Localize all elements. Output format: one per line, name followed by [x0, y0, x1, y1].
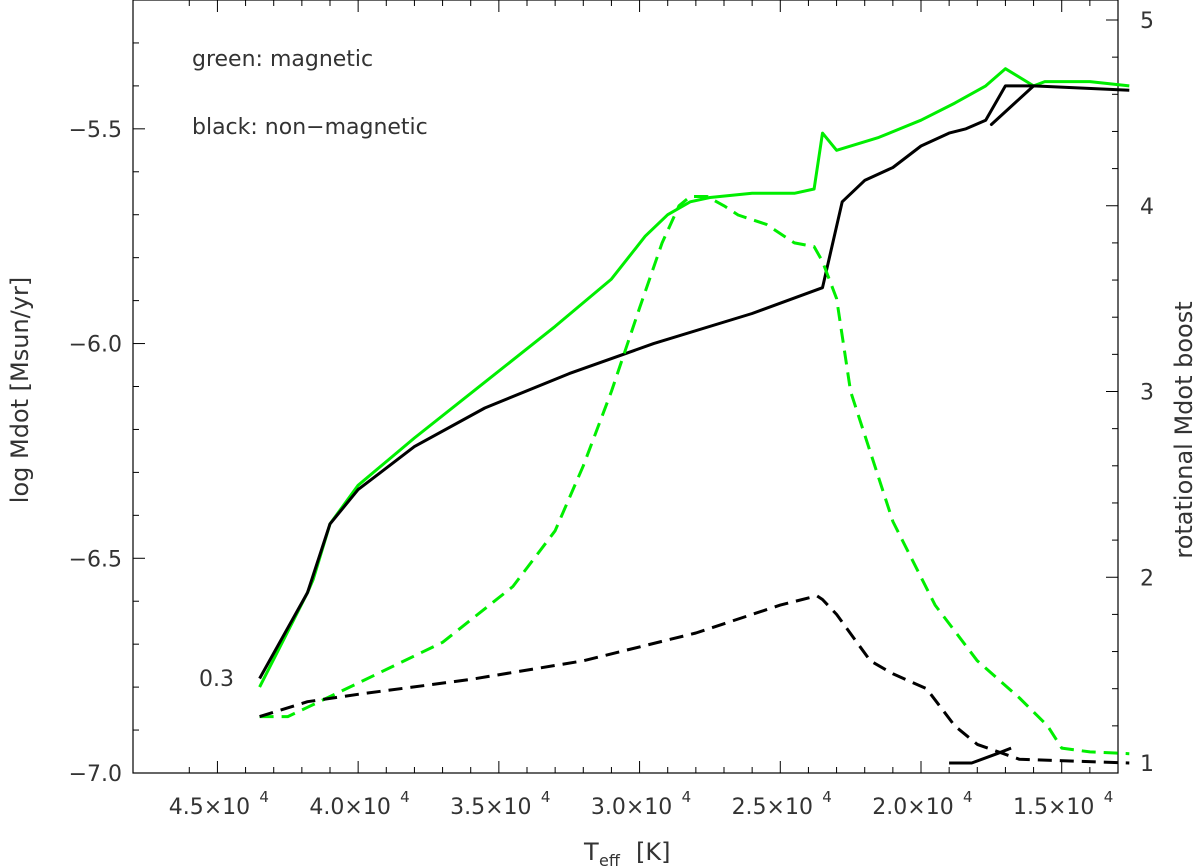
- x-tick-exponent: 4: [963, 788, 973, 806]
- x-tick-exponent: 4: [682, 788, 692, 806]
- y2-axis-label: rotational Mdot boost: [1170, 301, 1198, 558]
- y2-tick-label: 4: [1140, 195, 1154, 220]
- x-axis-label-unit: [K]: [636, 838, 670, 866]
- x-axis-label: T eff [K]: [583, 838, 670, 868]
- x-tick-label: 1.5×10: [1013, 795, 1094, 820]
- series-line-4: [949, 746, 1012, 765]
- x-axis-label-sub: eff: [599, 851, 621, 868]
- y-tick-label: −6.5: [69, 547, 122, 572]
- x-axis-label-main: T: [583, 838, 599, 866]
- y-axis-label: log Mdot [Msun/yr]: [6, 277, 34, 503]
- series-layer: [258, 67, 1130, 765]
- y-tick-label: −5.5: [69, 118, 122, 143]
- series-line-0: [258, 67, 1130, 688]
- y-tick-label: −6.0: [69, 333, 122, 358]
- x-tick-label: 2.0×10: [872, 795, 953, 820]
- x-tick-label: 4.5×10: [169, 795, 250, 820]
- series-line-3: [259, 594, 1130, 765]
- x-tick-label: 3.0×10: [591, 795, 672, 820]
- x-tick-label: 3.5×10: [450, 795, 531, 820]
- start-value-label: 0.3: [199, 667, 234, 692]
- series-line-2: [259, 195, 1130, 756]
- y2-tick-label: 5: [1140, 9, 1154, 34]
- legend-green-note: green: magnetic: [192, 47, 373, 72]
- x-tick-exponent: 4: [259, 788, 269, 806]
- x-tick-exponent: 4: [400, 788, 410, 806]
- x-tick-exponent: 4: [1104, 788, 1114, 806]
- x-tick-exponent: 4: [541, 788, 551, 806]
- series-line-1: [258, 84, 1130, 680]
- ticks-layer: [133, 0, 1119, 774]
- labels-layer: 4.5×10 4 4.0×10 4 3.5×10 4 3.0×10 4 2.5×10 4 2.0×1…: [69, 9, 1154, 820]
- y-tick-label: −7.0: [69, 762, 122, 787]
- y2-tick-label: 2: [1140, 566, 1154, 591]
- x-tick-exponent: 4: [822, 788, 832, 806]
- x-tick-label: 2.5×10: [732, 795, 813, 820]
- legend-black-note: black: non−magnetic: [192, 115, 428, 140]
- y2-tick-label: 3: [1140, 381, 1154, 406]
- y2-tick-label: 1: [1140, 752, 1154, 777]
- x-tick-label: 4.0×10: [309, 795, 390, 820]
